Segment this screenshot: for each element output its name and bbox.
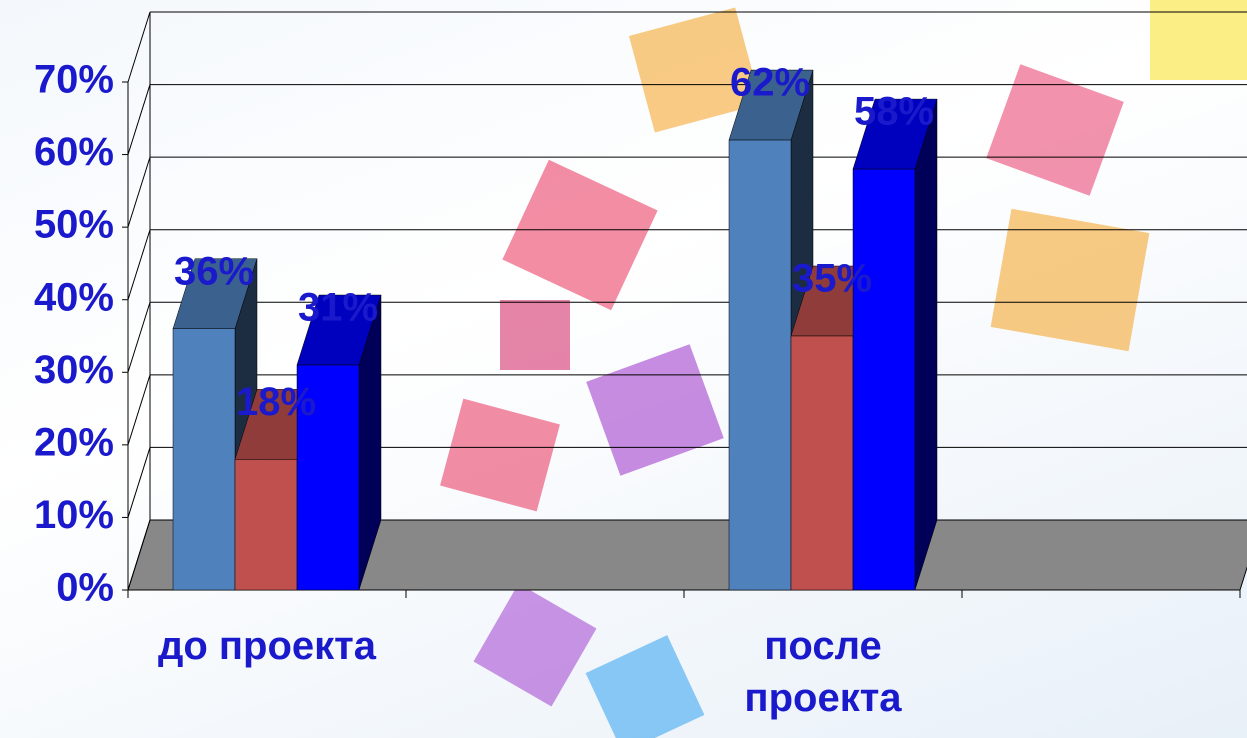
y-tick-label: 40% bbox=[34, 275, 114, 319]
value-label: 31% bbox=[298, 286, 378, 330]
y-tick-label: 20% bbox=[34, 420, 114, 464]
bar bbox=[173, 329, 235, 590]
depth-line bbox=[128, 375, 150, 445]
y-tick-label: 10% bbox=[34, 493, 114, 537]
bar bbox=[853, 169, 915, 590]
depth-line bbox=[128, 85, 150, 155]
y-tick-label: 70% bbox=[34, 58, 114, 102]
y-tick-label: 60% bbox=[34, 130, 114, 174]
value-label: 35% bbox=[792, 257, 872, 301]
bar bbox=[729, 140, 791, 590]
depth-line bbox=[128, 157, 150, 227]
y-tick-label: 50% bbox=[34, 203, 114, 247]
slide: 0% 10% 20% 30% 40% 50% 60% 70% 36% 18% 31% 62% 35% 5… bbox=[0, 0, 1247, 738]
x-tick-label: до проекта bbox=[132, 620, 402, 672]
bar-side bbox=[915, 99, 937, 590]
bar bbox=[791, 336, 853, 590]
depth-line bbox=[128, 230, 150, 300]
bar bbox=[235, 459, 297, 590]
value-label: 58% bbox=[854, 90, 934, 134]
x-tick-label: после проекта bbox=[688, 620, 958, 724]
depth-line bbox=[128, 447, 150, 517]
value-label: 62% bbox=[730, 61, 810, 105]
y-tick-label: 30% bbox=[34, 348, 114, 392]
depth-line bbox=[128, 12, 150, 82]
depth-line bbox=[128, 302, 150, 372]
y-tick-label: 0% bbox=[56, 566, 114, 610]
value-label: 18% bbox=[236, 380, 316, 424]
value-label: 36% bbox=[174, 249, 254, 293]
